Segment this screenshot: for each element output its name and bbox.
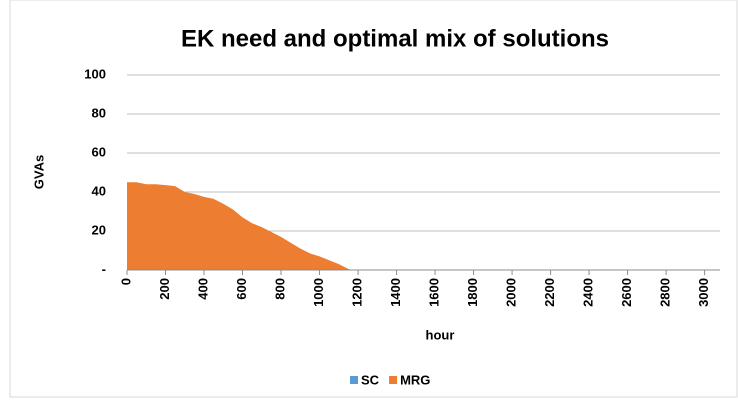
legend-label: SC — [361, 372, 380, 387]
legend-label: MRG — [400, 372, 430, 387]
x-tick-label: 2000 — [504, 278, 519, 307]
y-tick-label: - — [102, 261, 106, 276]
y-tick-label: 40 — [92, 183, 106, 198]
y-axis-title: GVAs — [31, 155, 46, 189]
x-tick-label: 2400 — [581, 278, 596, 307]
x-tick-label: 2200 — [542, 278, 557, 307]
chart-frame — [9, 0, 738, 398]
x-tick-label: 2800 — [658, 278, 673, 307]
x-tick-label: 800 — [272, 278, 287, 300]
y-tick-label: 60 — [92, 144, 106, 159]
x-tick-label: 400 — [195, 278, 210, 300]
y-tick-label: 100 — [84, 66, 106, 81]
x-tick-label: 1000 — [311, 278, 326, 307]
x-tick-label: 2600 — [619, 278, 634, 307]
x-tick-label: 3000 — [696, 278, 711, 307]
legend-swatch — [389, 376, 398, 384]
x-tick-label: 600 — [234, 278, 249, 300]
y-tick-label: 80 — [92, 105, 106, 120]
x-axis-title: hour — [426, 327, 455, 342]
y-tick-label: 20 — [92, 222, 106, 237]
x-tick-label: 1200 — [349, 278, 364, 307]
chart-title: EK need and optimal mix of solutions — [181, 25, 609, 52]
x-tick-label: 200 — [157, 278, 172, 300]
x-tick-label: 1600 — [426, 278, 441, 307]
legend-swatch — [350, 376, 358, 384]
x-tick-label: 0 — [118, 278, 133, 285]
x-tick-label: 1400 — [388, 278, 403, 307]
x-tick-label: 1800 — [465, 278, 480, 307]
area — [127, 182, 353, 270]
